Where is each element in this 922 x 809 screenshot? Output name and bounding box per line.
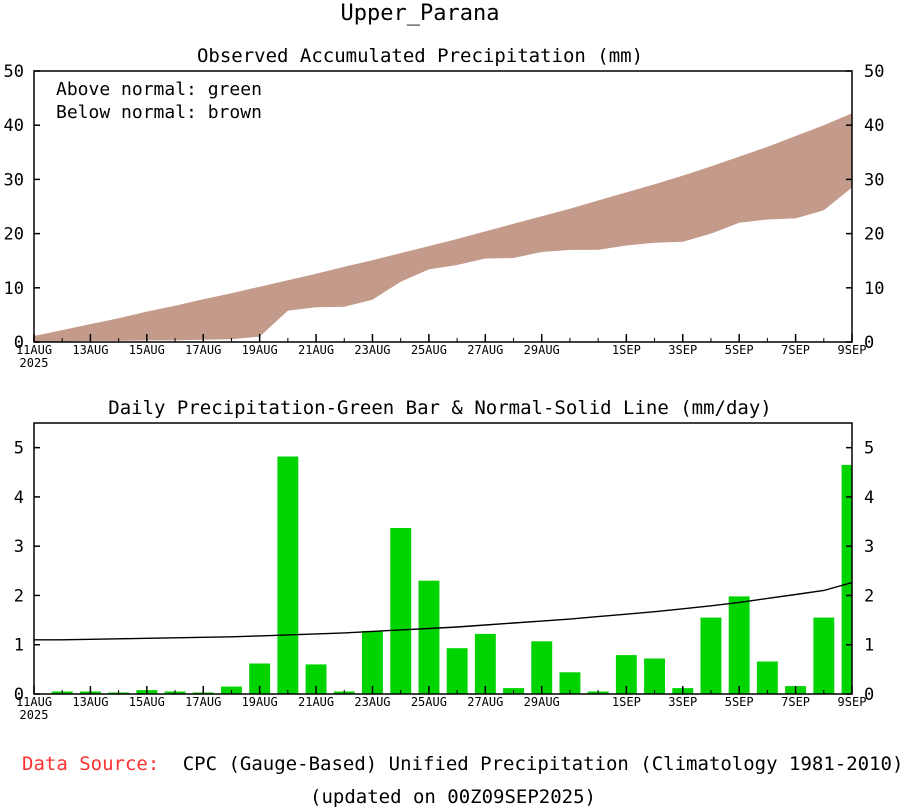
below-normal-area [34, 113, 852, 342]
daily-ytick-label-right: 0 [864, 685, 874, 705]
daily-ytick-label-left: 5 [14, 439, 24, 459]
accumulated-ytick-label-right: 30 [864, 170, 884, 190]
daily-bar [362, 630, 383, 694]
legend-below-normal: Below normal: brown [56, 102, 262, 123]
chart-title: Upper_Parana [341, 1, 500, 26]
accumulated-ytick-label-right: 40 [864, 116, 884, 136]
accumulated-ytick-label-left: 40 [4, 116, 24, 136]
accumulated-plot-frame [33, 70, 853, 343]
daily-bar [644, 658, 665, 694]
daily-year-label: 2025 [20, 708, 49, 722]
accumulated-ytick-label-left: 10 [4, 279, 24, 299]
accumulated-area-layer [34, 113, 852, 342]
daily-xtick-label: 11AUG [16, 695, 52, 709]
accumulated-xtick-label: 3SEP [668, 343, 697, 357]
daily-bar [277, 456, 299, 694]
accumulated-axes: 0 0 10 10 20 20 30 30 40 40 50 50 11AUG 13AUG 15AUG 17A… [4, 62, 885, 370]
daily-xtick-label: 13AUG [72, 695, 108, 709]
daily-xtick-label: 23AUG [354, 695, 390, 709]
accumulated-xtick-label: 25AUG [411, 343, 447, 357]
accumulated-xtick-label: 19AUG [242, 343, 278, 357]
daily-xtick-label: 5SEP [725, 695, 754, 709]
data-source-label: Data Source: [22, 753, 159, 775]
accumulated-xtick-label: 5SEP [725, 343, 754, 357]
accumulated-ytick-label-left: 30 [4, 170, 24, 190]
daily-ytick-label-left: 4 [14, 488, 24, 508]
daily-ytick-label-right: 3 [864, 537, 874, 557]
daily-bar [418, 580, 440, 694]
daily-xtick-label: 17AUG [185, 695, 221, 709]
daily-bar [728, 596, 750, 694]
daily-xtick-label: 9SEP [838, 695, 867, 709]
daily-bar [756, 661, 778, 694]
accumulated-ytick-label-right: 20 [864, 225, 884, 245]
daily-bar [390, 528, 412, 694]
daily-bar [446, 648, 468, 694]
daily-xtick-label: 15AUG [129, 695, 165, 709]
accumulated-xtick-label: 23AUG [354, 343, 390, 357]
accumulated-xtick-label: 15AUG [129, 343, 165, 357]
daily-xtick-label: 3SEP [668, 695, 697, 709]
legend-above-normal: Above normal: green [56, 79, 262, 100]
daily-panel-title: Daily Precipitation-Green Bar & Normal-S… [108, 397, 771, 419]
daily-bar [474, 633, 496, 694]
daily-bar [813, 617, 835, 694]
data-source-text: CPC (Gauge-Based) Unified Precipitation … [183, 753, 904, 775]
normal-line [34, 581, 853, 641]
accumulated-xtick-label: 7SEP [781, 343, 810, 357]
daily-xtick-label: 19AUG [242, 695, 278, 709]
accumulated-ytick-label-right: 10 [864, 279, 884, 299]
accumulated-ytick-label-right: 0 [864, 333, 874, 353]
daily-ytick-label-left: 2 [14, 586, 24, 606]
daily-ytick-label-left: 0 [14, 685, 24, 705]
accumulated-xtick-label: 13AUG [72, 343, 108, 357]
accumulated-xtick-label: 17AUG [185, 343, 221, 357]
daily-bar [531, 641, 553, 694]
daily-xtick-label: 29AUG [524, 695, 560, 709]
accumulated-ytick-label-left: 20 [4, 225, 24, 245]
accumulated-xtick-label: 29AUG [524, 343, 560, 357]
daily-xtick-label: 21AUG [298, 695, 334, 709]
daily-normal-layer [34, 581, 853, 641]
accumulated-xtick-label: 21AUG [298, 343, 334, 357]
daily-xtick-label: 27AUG [467, 695, 503, 709]
daily-bars-layer [51, 456, 852, 694]
accumulated-ytick-label-right: 50 [864, 62, 884, 82]
daily-plot-frame [33, 422, 853, 695]
daily-ytick-label-right: 2 [864, 586, 874, 606]
daily-bar [841, 464, 852, 694]
daily-ytick-label-left: 1 [14, 636, 24, 656]
accumulated-xtick-label: 11AUG [16, 343, 52, 357]
daily-bar [615, 655, 637, 694]
accumulated-xtick-label: 9SEP [838, 343, 867, 357]
daily-ytick-label-right: 5 [864, 439, 874, 459]
accumulated-ytick-label-left: 50 [4, 62, 24, 82]
daily-xtick-label: 25AUG [411, 695, 447, 709]
daily-ytick-label-right: 1 [864, 636, 874, 656]
footer-line: Data Source: CPC (Gauge-Based) Unified P… [22, 753, 903, 775]
accumulated-xtick-label: 1SEP [612, 343, 641, 357]
updated-note: (updated on 00Z09SEP2025) [310, 786, 596, 808]
daily-xtick-label: 1SEP [612, 695, 641, 709]
accumulated-ytick-label-left: 0 [14, 333, 24, 353]
daily-bar [700, 617, 722, 694]
accumulated-year-label: 2025 [20, 356, 49, 370]
accumulated-xtick-label: 27AUG [467, 343, 503, 357]
accumulated-panel-title: Observed Accumulated Precipitation (mm) [197, 45, 643, 67]
daily-xtick-label: 7SEP [781, 695, 810, 709]
daily-ytick-label-right: 4 [864, 488, 874, 508]
daily-ytick-label-left: 3 [14, 537, 24, 557]
daily-bar [249, 663, 271, 694]
daily-bar [305, 664, 327, 694]
daily-bar [559, 672, 581, 694]
